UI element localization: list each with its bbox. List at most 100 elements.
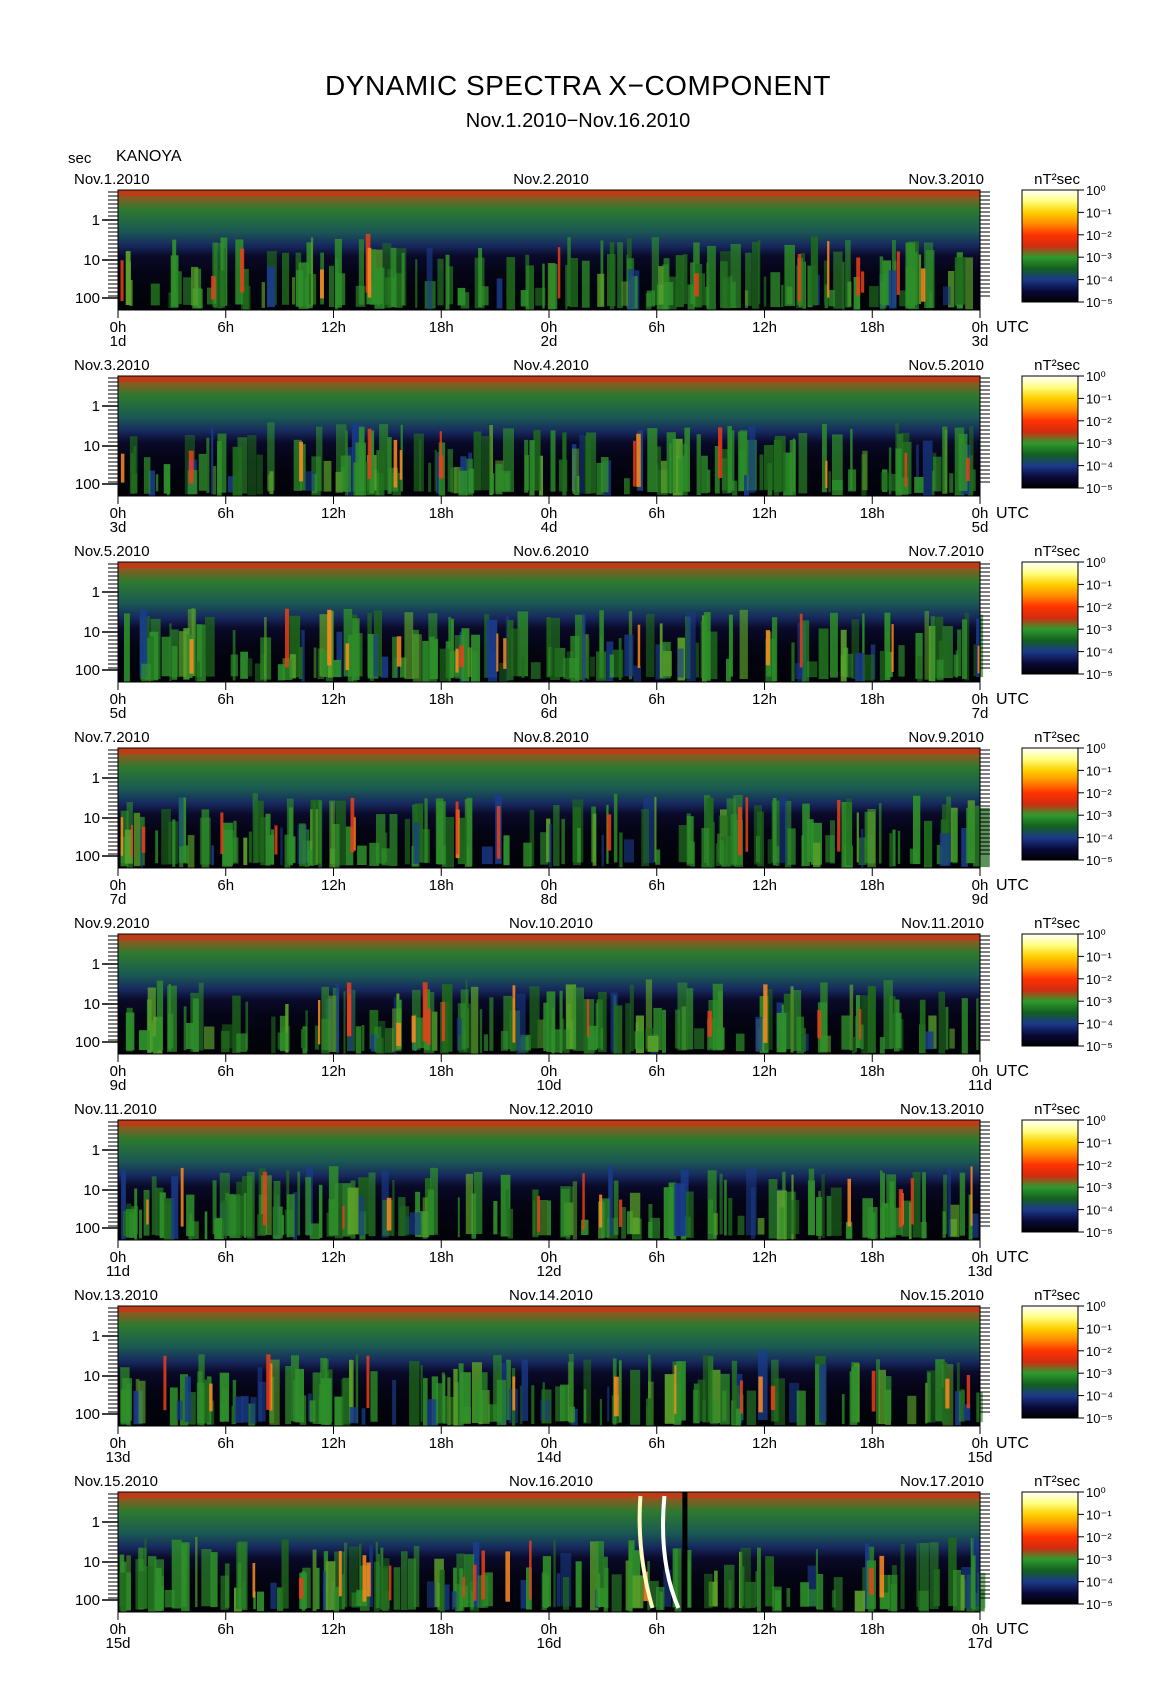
spectrum-burst xyxy=(222,829,233,867)
y-tick-label: 1 xyxy=(92,1514,100,1531)
colorbar-tick-label: 10⁻¹ xyxy=(1086,949,1112,964)
panel-date-mid: Nov.8.2010 xyxy=(513,729,589,746)
spectrum-burst xyxy=(231,1405,235,1425)
spectrum-burst xyxy=(521,1359,529,1421)
spectrum-burst xyxy=(254,663,264,682)
spectrum-burst xyxy=(332,659,341,677)
spectrum-burst xyxy=(281,1215,284,1236)
spectrum-burst xyxy=(613,793,618,863)
spectrum-burst xyxy=(243,837,248,866)
spectrum-hotspot xyxy=(505,1551,510,1602)
spectrum-burst xyxy=(850,428,853,491)
spectrum-burst xyxy=(600,457,609,493)
spectrum-burst xyxy=(312,1549,317,1611)
x-day-label: 9d xyxy=(972,891,989,908)
spectrum-burst xyxy=(273,1188,278,1235)
x-tick-label: 0h xyxy=(110,691,127,708)
spectrum-burst xyxy=(821,1174,825,1238)
spectrum-burst xyxy=(590,1541,599,1611)
spectrum-burst xyxy=(957,629,962,677)
x-day-label: 5d xyxy=(972,519,989,536)
spectrum-burst xyxy=(525,254,530,310)
spectrum-burst xyxy=(752,241,760,309)
spectrum-burst xyxy=(257,1591,264,1612)
spectrum-burst xyxy=(185,1023,194,1049)
spectrum-burst xyxy=(627,269,635,310)
panel-date-mid: Nov.6.2010 xyxy=(513,543,589,560)
spectrum-burst xyxy=(412,634,422,682)
spectrum-hotspot xyxy=(393,439,398,488)
spectrum-burst xyxy=(846,798,852,866)
spectrum-burst xyxy=(210,1552,218,1608)
spectrum-burst xyxy=(369,654,374,681)
spectrum-event-arc xyxy=(661,1495,681,1609)
spectrum-burst xyxy=(447,1377,451,1426)
spectrum-burst xyxy=(285,1004,289,1053)
spectrum-burst xyxy=(159,1192,166,1239)
spectrum-burst xyxy=(582,613,586,682)
y-tick-label: 1 xyxy=(92,956,100,973)
spectrum-burst xyxy=(659,623,663,679)
spectrum-burst xyxy=(649,1580,659,1608)
spectrum-burst xyxy=(943,1174,948,1235)
spectrum-burst xyxy=(646,1398,652,1426)
x-tick-label: 0h xyxy=(541,1063,558,1080)
spectrum-burst xyxy=(309,1223,320,1240)
spectrum-burst xyxy=(481,435,491,491)
y-tick-label: 100 xyxy=(75,1406,100,1423)
spectrum-burst xyxy=(664,1374,675,1424)
colorbar xyxy=(1021,1305,1079,1419)
spectrum-burst xyxy=(685,1191,694,1238)
spectrum-hotspot xyxy=(327,609,332,666)
colorbar-tick-label: 10⁻³ xyxy=(1086,1552,1112,1567)
x-tick-label: 12h xyxy=(752,319,777,336)
spectrum-burst xyxy=(768,1179,778,1239)
spectrum-burst xyxy=(144,638,154,680)
spectrum-burst xyxy=(757,1218,765,1235)
spectrum-burst xyxy=(783,993,791,1049)
spectrum-burst xyxy=(445,254,450,310)
spectrum-burst xyxy=(232,995,241,1053)
spectrum-burst xyxy=(419,439,422,492)
spectrum-burst xyxy=(319,614,329,677)
spectrum-hotspot xyxy=(619,1199,623,1227)
spectrum-burst xyxy=(660,460,668,494)
panel-date-mid: Nov.10.2010 xyxy=(509,915,593,932)
spectrum-burst xyxy=(212,242,218,307)
panel-date-left: Nov.7.2010 xyxy=(74,729,150,746)
x-day-label: 1d xyxy=(110,333,127,350)
spectrum-burst xyxy=(213,466,217,495)
spectrum-burst xyxy=(798,433,808,494)
spectrum-burst xyxy=(919,999,926,1050)
spectrum-burst xyxy=(348,1546,359,1607)
spectrum-burst xyxy=(152,1036,158,1054)
spectrum-burst xyxy=(225,1563,230,1608)
spectrum-hotspot xyxy=(462,1576,466,1598)
spectrum-burst xyxy=(496,1379,506,1426)
spectrum-burst xyxy=(600,240,604,306)
spectrum-burst xyxy=(845,240,851,308)
spectrum-burst xyxy=(198,453,207,491)
spectrum-burst xyxy=(558,459,568,492)
spectrum-hotspot xyxy=(496,806,501,859)
spectrum-burst xyxy=(472,1362,482,1424)
spectrum-burst xyxy=(133,1390,143,1425)
spectrum-burst xyxy=(651,237,659,306)
spectrum-burst xyxy=(450,618,454,679)
spectrum-hotspot xyxy=(481,1550,485,1600)
spectrum-burst xyxy=(164,1589,175,1608)
colorbar-unit-label: nT²sec xyxy=(1034,357,1080,374)
x-tick-label: 18h xyxy=(429,1063,454,1080)
spectrum-burst xyxy=(147,987,156,1053)
spectrum-burst xyxy=(207,287,214,305)
y-tick-label: 100 xyxy=(75,476,100,493)
spectrum-burst xyxy=(933,1569,940,1607)
panel-date-left: Nov.15.2010 xyxy=(74,1473,158,1490)
spectrum-burst xyxy=(686,816,694,864)
spectrum-burst xyxy=(973,805,981,867)
spectrum-burst xyxy=(187,835,195,868)
spectrum-burst xyxy=(383,1558,390,1611)
spectrum-burst xyxy=(949,1028,955,1049)
y-tick-label: 1 xyxy=(92,584,100,601)
spectrum-hotspot xyxy=(970,1166,973,1226)
